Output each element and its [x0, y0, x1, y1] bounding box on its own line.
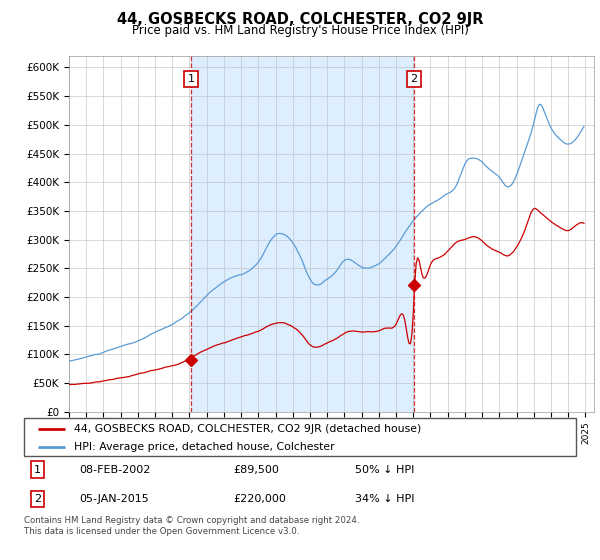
Text: 1: 1	[188, 74, 195, 84]
Text: 2: 2	[34, 494, 41, 503]
Text: HPI: Average price, detached house, Colchester: HPI: Average price, detached house, Colc…	[74, 442, 334, 452]
Text: 44, GOSBECKS ROAD, COLCHESTER, CO2 9JR (detached house): 44, GOSBECKS ROAD, COLCHESTER, CO2 9JR (…	[74, 424, 421, 434]
Bar	[191, 56, 414, 412]
Text: 08-FEB-2002: 08-FEB-2002	[79, 465, 151, 474]
Text: Price paid vs. HM Land Registry's House Price Index (HPI): Price paid vs. HM Land Registry's House …	[131, 24, 469, 37]
Text: £89,500: £89,500	[234, 465, 280, 474]
Text: 34% ↓ HPI: 34% ↓ HPI	[355, 494, 415, 503]
FancyBboxPatch shape	[24, 418, 576, 456]
Text: 2: 2	[410, 74, 418, 84]
Text: Contains HM Land Registry data © Crown copyright and database right 2024.
This d: Contains HM Land Registry data © Crown c…	[24, 516, 359, 536]
Text: 05-JAN-2015: 05-JAN-2015	[79, 494, 149, 503]
Text: 44, GOSBECKS ROAD, COLCHESTER, CO2 9JR: 44, GOSBECKS ROAD, COLCHESTER, CO2 9JR	[117, 12, 483, 27]
Text: £220,000: £220,000	[234, 494, 287, 503]
Text: 50% ↓ HPI: 50% ↓ HPI	[355, 465, 415, 474]
Text: 1: 1	[34, 465, 41, 474]
